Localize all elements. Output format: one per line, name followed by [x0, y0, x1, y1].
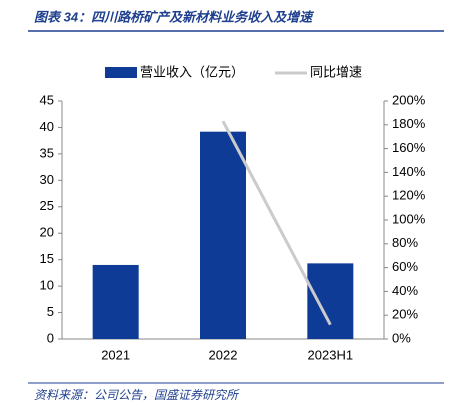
- bar: [200, 131, 246, 339]
- y2-tick-label: 20%: [392, 307, 418, 322]
- y2-tick-label: 180%: [392, 116, 426, 131]
- chart-title: 图表 34：四川路桥矿产及新材料业务收入及增速: [34, 9, 315, 24]
- y-tick-label: 0: [47, 330, 54, 345]
- y-tick-label: 35: [40, 145, 54, 160]
- y2-tick-label: 200%: [392, 92, 426, 107]
- y-tick-label: 25: [40, 198, 54, 213]
- y2-tick-label: 0%: [392, 330, 411, 345]
- y2-tick-label: 100%: [392, 211, 426, 226]
- source: 资料来源：公司公告，国盛证券研究所: [34, 388, 240, 402]
- legend-swatch: [105, 67, 137, 78]
- y2-tick-label: 140%: [392, 164, 426, 179]
- y-tick-label: 15: [40, 251, 54, 266]
- y-tick-label: 30: [40, 172, 54, 187]
- bar: [307, 263, 354, 339]
- x-tick-label: 2021: [101, 347, 130, 362]
- y2-tick-label: 160%: [392, 140, 426, 155]
- y2-tick-label: 80%: [392, 235, 418, 250]
- line: [221, 120, 332, 326]
- y-tick-label: 10: [40, 278, 54, 293]
- x-tick-label: 2023H1: [308, 347, 354, 362]
- x-tick-label: 2022: [209, 347, 238, 362]
- y2-tick-label: 40%: [392, 283, 418, 298]
- y-tick-label: 40: [40, 119, 54, 134]
- y-tick-label: 45: [40, 92, 54, 107]
- y2-tick-label: 60%: [392, 259, 418, 274]
- y-tick-label: 5: [47, 304, 54, 319]
- legend-label: 同比增速: [310, 64, 362, 79]
- legend-label: 营业收入（亿元）: [140, 64, 244, 79]
- bar: [92, 264, 139, 339]
- y-tick-label: 20: [40, 225, 54, 240]
- y2-tick-label: 120%: [392, 188, 426, 203]
